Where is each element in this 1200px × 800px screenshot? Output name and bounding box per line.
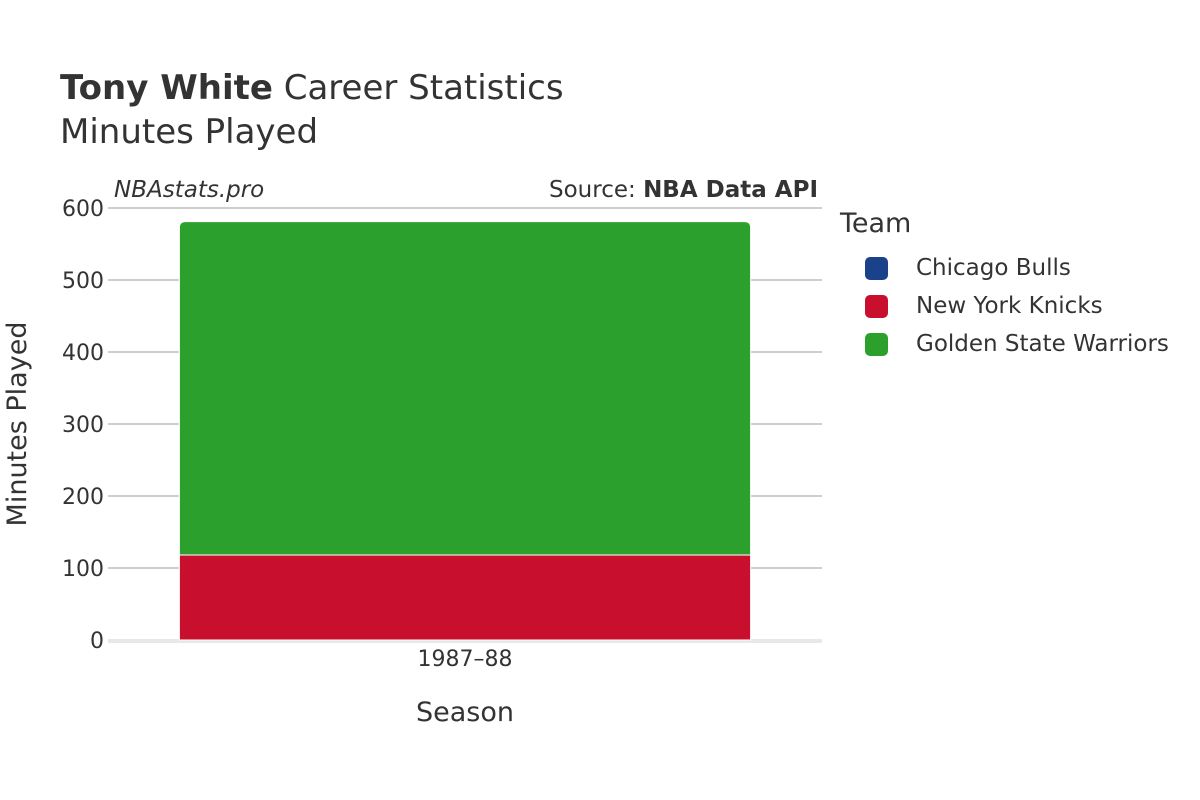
legend-swatch (865, 294, 888, 318)
legend-label: Chicago Bulls (916, 255, 1071, 281)
legend-label: Golden State Warriors (916, 331, 1169, 357)
y-tick-label: 500 (62, 269, 104, 294)
chart-subtitle: Minutes Played (60, 112, 319, 152)
bar-segment-new-york-knicks (178, 554, 752, 641)
y-tick-label: 300 (62, 413, 104, 438)
y-tick-label: 0 (90, 629, 104, 654)
legend: Team Chicago Bulls New York Knicks Golden … (840, 208, 1169, 363)
x-axis-title: Season (416, 697, 514, 728)
legend-item[interactable]: New York Knicks (840, 287, 1169, 325)
source-prefix: Source: (549, 177, 644, 203)
y-tick-label: 100 (62, 557, 104, 582)
y-tick-label: 600 (62, 197, 104, 222)
source-credit: Source: NBA Data API (549, 177, 818, 203)
player-name: Tony White (60, 68, 273, 108)
legend-swatch (865, 332, 888, 356)
title-suffix: Career Statistics (272, 68, 564, 108)
y-tick-label: 400 (62, 341, 104, 366)
legend-label: New York Knicks (916, 293, 1103, 319)
source-name: NBA Data API (643, 177, 818, 203)
legend-title: Team (840, 208, 912, 239)
legend-swatch (865, 256, 888, 280)
y-tick-label: 200 (62, 485, 104, 510)
chart-title: Tony White Career Statistics (60, 68, 564, 108)
y-axis-title: Minutes Played (2, 322, 33, 527)
bar-segment-golden-state-warriors (178, 221, 752, 556)
x-tick-label: 1987–88 (418, 647, 513, 672)
watermark: NBAstats.pro (114, 177, 265, 203)
legend-item[interactable]: Golden State Warriors (840, 325, 1169, 363)
legend-item[interactable]: Chicago Bulls (840, 249, 1169, 287)
